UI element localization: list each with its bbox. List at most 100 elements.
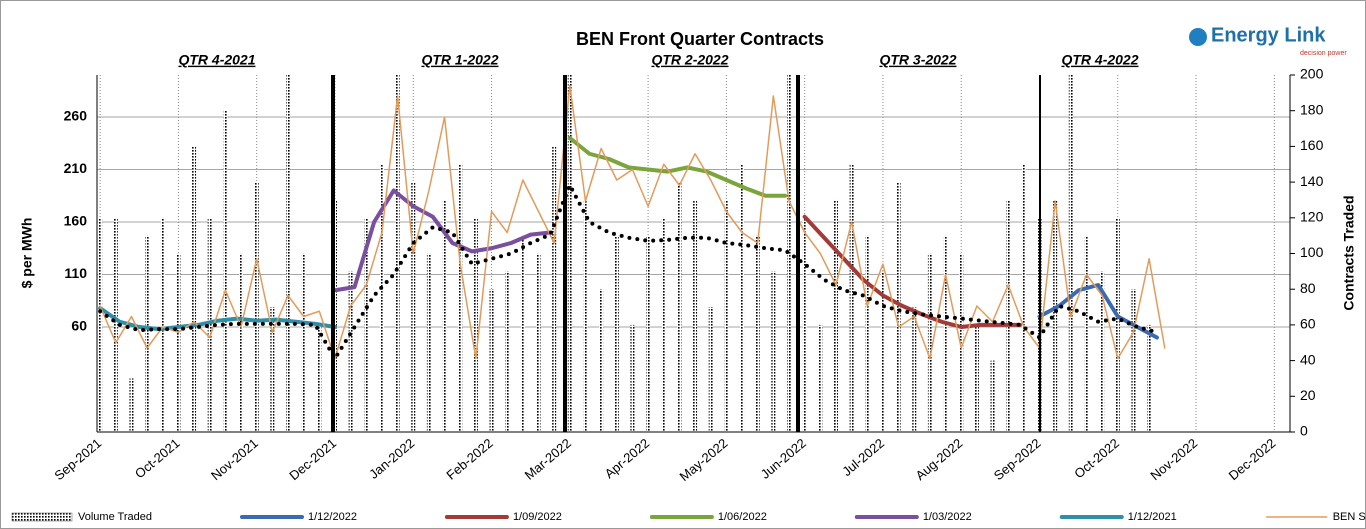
volume-bar: [818, 324, 823, 432]
legend-label: 1/12/2021: [1128, 511, 1177, 523]
volume-bar: [708, 307, 713, 432]
volume-bar: [239, 253, 244, 432]
volume-bar: [880, 271, 885, 432]
series-line: [802, 214, 1022, 329]
quarter-label: QTR 1-2022: [421, 52, 498, 68]
volume-bar: [630, 324, 635, 432]
volume-bar: [787, 75, 792, 432]
volume-bar: [833, 199, 838, 432]
y-tick-label: 160: [64, 213, 88, 229]
series-line: [99, 84, 1166, 360]
volume-bar: [489, 289, 494, 432]
volume-bar: [1115, 217, 1120, 432]
series-line: [332, 188, 553, 293]
y2-tick-label: 120: [1300, 209, 1324, 225]
quarter-label: QTR 3-2022: [879, 52, 956, 68]
volume-bar: [442, 199, 447, 432]
y2-tick-label: 40: [1300, 351, 1316, 367]
y-tick-label: 210: [64, 160, 88, 176]
volume-bar: [755, 235, 760, 432]
volume-bar: [802, 217, 807, 432]
legend-swatch: [11, 512, 73, 522]
volume-bar: [677, 182, 682, 432]
volume-bar: [426, 253, 431, 432]
legend-label: 1/03/2022: [923, 511, 972, 523]
y-axis-label: $ per MWh: [19, 218, 35, 289]
legend-label: 1/09/2022: [513, 511, 562, 523]
volume-bar: [1068, 75, 1073, 432]
legend-label: 1/06/2022: [718, 511, 767, 523]
volume-bar: [724, 199, 729, 432]
volume-bar: [223, 110, 228, 432]
volume-bar: [176, 253, 181, 432]
volume-bar: [865, 235, 870, 432]
y2-tick-label: 140: [1300, 173, 1324, 189]
volume-bar: [286, 75, 291, 432]
quarter-label: QTR 4-2021: [178, 52, 255, 68]
quarter-label: QTR 4-2022: [1061, 52, 1138, 68]
y2-tick-label: 0: [1300, 423, 1308, 439]
volume-bar: [207, 217, 212, 432]
volume-bar: [536, 253, 541, 432]
y2-tick-label: 60: [1300, 316, 1316, 332]
legend-label: BEN Spot: [1333, 511, 1366, 523]
volume-bar: [990, 360, 995, 432]
volume-bar: [927, 253, 932, 432]
y2-tick-label: 200: [1300, 66, 1324, 82]
quarter-label: QTR 2-2022: [651, 52, 728, 68]
y2-tick-label: 180: [1300, 101, 1324, 117]
volume-bar: [411, 182, 416, 432]
volume-bar: [1006, 199, 1011, 432]
volume-bar: [473, 217, 478, 432]
y2-tick-label: 100: [1300, 244, 1324, 260]
volume-bar: [771, 271, 776, 432]
volume-bar: [646, 235, 651, 432]
volume-bar: [552, 146, 557, 432]
volume-bar: [1147, 324, 1152, 432]
volume-bar: [254, 182, 259, 432]
volume-bar: [98, 217, 103, 432]
volume-bar: [912, 307, 917, 432]
volume-bar: [1021, 164, 1026, 432]
volume-bar: [614, 235, 619, 432]
volume-bar: [943, 235, 948, 432]
volume-bar: [458, 164, 463, 432]
logo-name: Energy Link: [1211, 24, 1326, 46]
y-tick-label: 110: [64, 265, 87, 281]
volume-bar: [1053, 199, 1058, 432]
legend-label: 1/12/2022: [308, 511, 357, 523]
volume-bar: [192, 146, 197, 432]
volume-bar: [599, 289, 604, 432]
volume-bar: [270, 307, 275, 432]
volume-bar: [395, 75, 400, 432]
volume-bar: [974, 324, 979, 432]
y-tick-label: 260: [64, 108, 88, 124]
volume-bar: [317, 324, 322, 432]
volume-bar: [301, 253, 306, 432]
volume-bar: [348, 271, 353, 432]
volume-bar: [661, 217, 666, 432]
y2-tick-label: 160: [1300, 137, 1324, 153]
volume-bar: [693, 199, 698, 432]
logo-tagline: decision power: [1300, 50, 1347, 57]
logo-icon: [1189, 28, 1207, 46]
volume-bar: [896, 182, 901, 432]
volume-bar: [740, 164, 745, 432]
volume-bar: [1084, 235, 1089, 432]
volume-bar: [160, 217, 165, 432]
volume-bar: [1131, 289, 1136, 432]
volume-bar: [520, 235, 525, 432]
series-line: [98, 306, 337, 332]
volume-bar: [583, 199, 588, 432]
volume-bar: [849, 164, 854, 432]
volume-bar: [1100, 271, 1105, 432]
y2-axis-label: Contracts Traded: [1341, 195, 1357, 310]
volume-bar: [113, 217, 118, 432]
volume-bar: [364, 217, 369, 432]
y2-tick-label: 80: [1300, 280, 1316, 296]
volume-bar: [959, 253, 964, 432]
series-line: [98, 183, 1159, 361]
volume-bar: [505, 271, 510, 432]
